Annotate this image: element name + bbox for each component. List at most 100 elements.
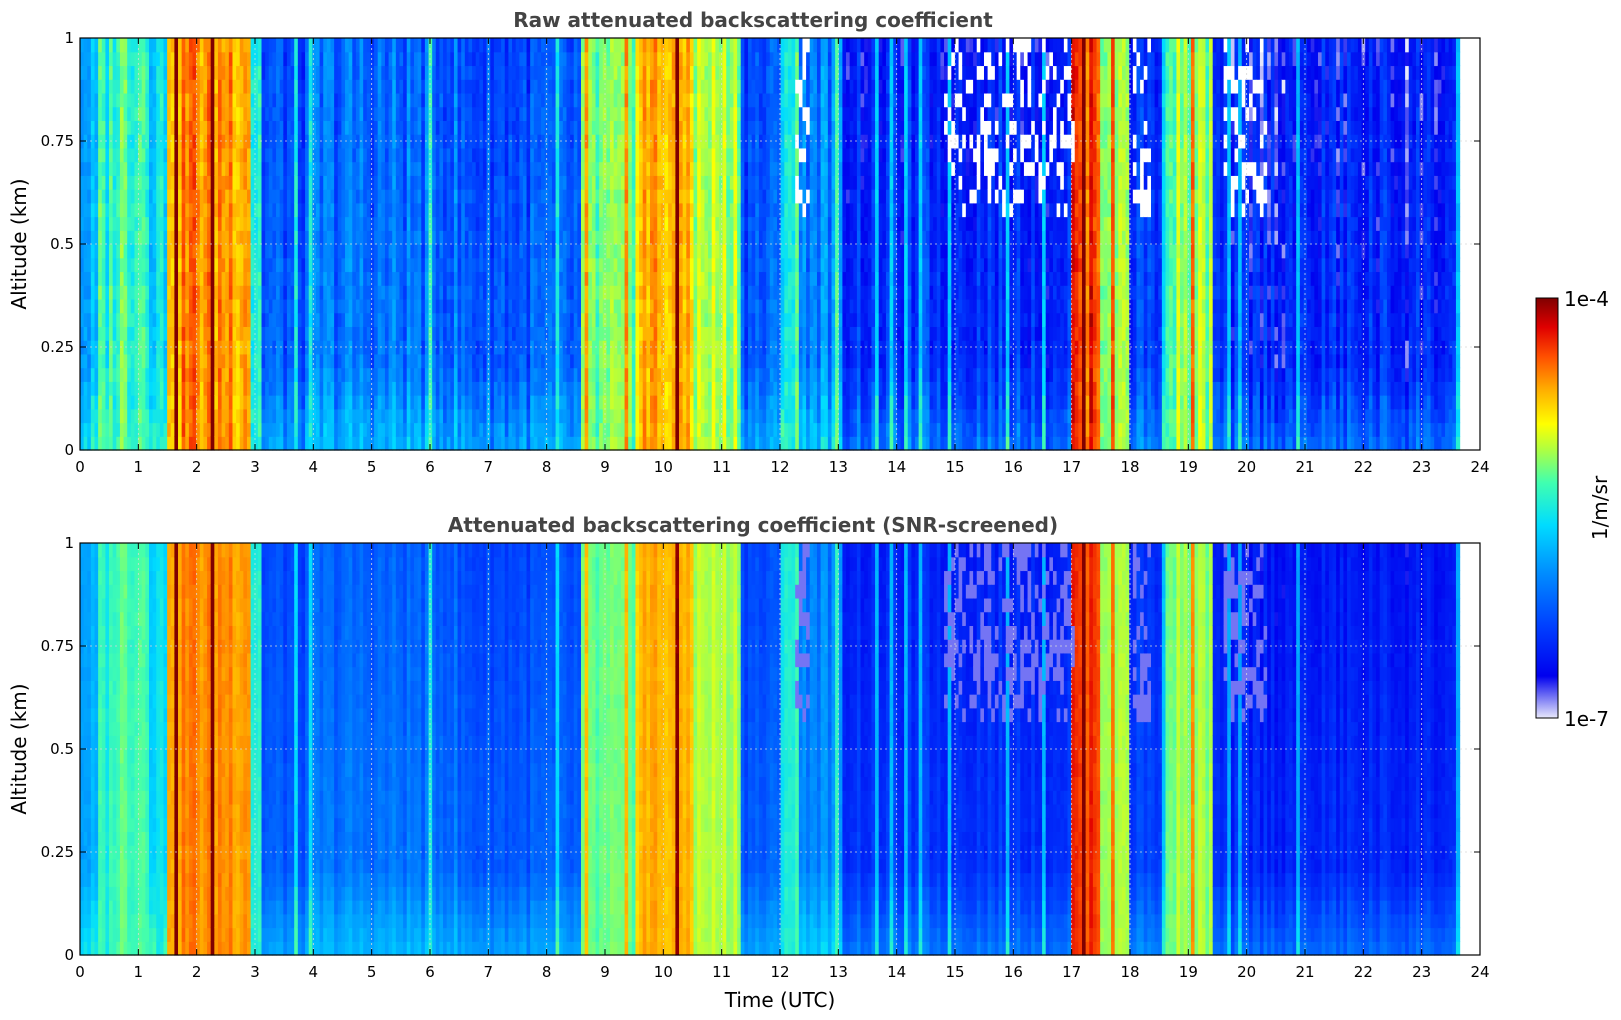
heatmap-cell (570, 65, 575, 80)
heatmap-cell (141, 285, 146, 300)
heatmap-cell (551, 367, 557, 382)
heatmap-cell (116, 353, 121, 369)
heatmap-cell (159, 381, 165, 396)
heatmap-cell (682, 340, 687, 355)
heatmap-cell (475, 120, 480, 135)
heatmap-cell (508, 202, 513, 218)
heatmap-cell (261, 175, 266, 190)
heatmap-cell (105, 51, 110, 67)
heatmap-cell (341, 65, 346, 80)
heatmap-cell (493, 51, 499, 67)
heatmap-cell (315, 367, 321, 382)
heatmap-cell (555, 230, 560, 245)
heatmap-cell (127, 175, 132, 190)
heatmap-cell (620, 326, 626, 341)
heatmap-cell (675, 298, 680, 314)
heatmap-cell (261, 147, 266, 163)
heatmap-cell (330, 134, 335, 149)
heatmap-cell (138, 271, 143, 286)
heatmap-cell (588, 189, 593, 204)
heatmap-cell (624, 92, 629, 108)
heatmap-cell (443, 92, 448, 108)
heatmap-cell (279, 189, 284, 204)
heatmap-cell (381, 202, 386, 218)
heatmap-cell (127, 79, 132, 94)
heatmap-cell (646, 408, 651, 424)
heatmap-cell (432, 134, 437, 149)
heatmap-cell (94, 161, 99, 176)
heatmap-cell (381, 51, 386, 67)
heatmap-cell (119, 106, 125, 121)
heatmap-cell (178, 92, 183, 108)
heatmap-cell (148, 381, 154, 396)
heatmap-cell (199, 106, 205, 121)
heatmap-cell (359, 285, 364, 300)
heatmap-cell (453, 381, 459, 396)
heatmap-cell (319, 79, 324, 94)
heatmap-cell (617, 257, 622, 273)
heatmap-cell (148, 230, 154, 245)
heatmap-cell (573, 161, 578, 176)
heatmap-cell (337, 353, 342, 369)
heatmap-cell (119, 92, 125, 108)
heatmap-cell (127, 285, 132, 300)
heatmap-cell (642, 38, 647, 53)
heatmap-cell (439, 79, 444, 94)
heatmap-cell (181, 79, 186, 94)
heatmap-cell (555, 134, 560, 149)
heatmap-cell (548, 381, 553, 396)
heatmap-cell (464, 326, 470, 341)
heatmap-cell (94, 408, 99, 424)
heatmap-cell (559, 367, 564, 382)
heatmap-cell (577, 202, 582, 218)
heatmap-cell (366, 285, 372, 300)
heatmap-cell (424, 381, 430, 396)
heatmap-cell (87, 230, 92, 245)
heatmap-cell (119, 395, 125, 410)
heatmap-cell (279, 395, 284, 410)
heatmap-cell (675, 381, 680, 396)
heatmap-cell (127, 51, 132, 67)
heatmap-cell (620, 367, 626, 382)
heatmap-cell (247, 106, 252, 121)
heatmap-cell (170, 312, 175, 327)
heatmap-cell (225, 106, 230, 121)
heatmap-cell (337, 106, 342, 121)
heatmap-cell (337, 79, 342, 94)
heatmap-cell (642, 271, 647, 286)
heatmap-cell (145, 257, 150, 273)
heatmap-cell (116, 285, 121, 300)
heatmap-cell (620, 189, 626, 204)
heatmap-cell (130, 271, 136, 286)
heatmap-cell (308, 367, 313, 382)
heatmap-cell (526, 202, 531, 218)
heatmap-cell (87, 271, 92, 286)
heatmap-cell (486, 285, 491, 300)
heatmap-cell (642, 120, 647, 135)
heatmap-cell (461, 147, 466, 163)
heatmap-cell (606, 326, 611, 341)
heatmap-cell (432, 106, 437, 121)
heatmap-cell (631, 92, 637, 108)
heatmap-cell (512, 298, 517, 314)
heatmap-cell (276, 216, 281, 231)
heatmap-cell (649, 367, 655, 382)
heatmap-cell (450, 202, 455, 218)
heatmap-cell (591, 189, 597, 204)
heatmap-cell (414, 79, 419, 94)
heatmap-cell (265, 216, 270, 231)
heatmap-cell (130, 257, 136, 273)
heatmap-cell (446, 189, 451, 204)
heatmap-cell (250, 120, 255, 135)
heatmap-cell (653, 106, 658, 121)
heatmap-cell (628, 367, 633, 382)
heatmap-cell (214, 326, 219, 341)
heatmap-cell (228, 106, 234, 121)
heatmap-cell (646, 367, 651, 382)
heatmap-cell (381, 65, 386, 80)
heatmap-cell (675, 216, 680, 231)
heatmap-cell (639, 436, 644, 451)
heatmap-cell (192, 381, 197, 396)
heatmap-cell (174, 51, 179, 67)
heatmap-cell (617, 244, 622, 259)
